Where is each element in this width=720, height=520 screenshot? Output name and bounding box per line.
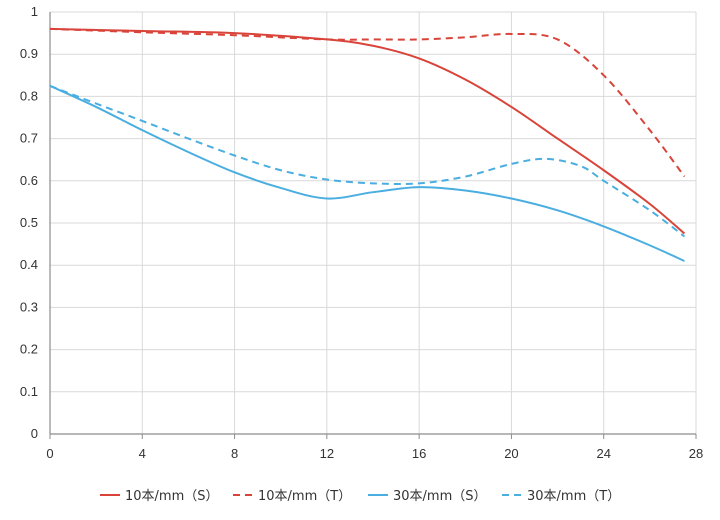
x-tick-label: 28 (689, 446, 703, 461)
series-30-s-line (49, 84, 685, 262)
series-lines (49, 27, 686, 262)
y-tick-label: 0 (31, 426, 38, 441)
y-tick-label: 1 (31, 4, 38, 19)
x-tick-label: 20 (504, 446, 518, 461)
legend: 10本/mm（S） 10本/mm（T） 30本/mm（S） 30本/mm（T） (100, 489, 620, 504)
y-tick-label: 0.6 (20, 173, 38, 188)
y-tick-label: 0.7 (20, 131, 38, 146)
series-30-t-line (49, 84, 686, 238)
series-10-t-line (49, 27, 686, 178)
series-10-s-line (49, 27, 686, 235)
y-tick-label: 0.8 (20, 88, 38, 103)
legend-item-30-t: 30本/mm（T） (502, 489, 620, 504)
legend-label: 10本/mm（T） (258, 489, 351, 504)
y-tick-label: 0.2 (20, 342, 38, 357)
y-tick-label: 0.5 (20, 215, 38, 230)
y-tick-label: 0.9 (20, 46, 38, 61)
x-tick-label: 0 (46, 446, 53, 461)
legend-item-10-s: 10本/mm（S） (100, 489, 219, 504)
x-tick-label: 4 (139, 446, 146, 461)
x-tick-label: 12 (320, 446, 334, 461)
x-tick-label: 16 (412, 446, 426, 461)
legend-item-10-t: 10本/mm（T） (233, 489, 351, 504)
x-tick-label: 8 (231, 446, 238, 461)
y-tick-label: 0.4 (20, 257, 38, 272)
x-tick-label: 24 (596, 446, 610, 461)
legend-label: 30本/mm（S） (393, 489, 487, 504)
grid (49, 11, 697, 435)
y-tick-label: 0.1 (20, 384, 38, 399)
legend-label: 30本/mm（T） (527, 489, 620, 504)
axes: 0 0.1 0.2 0.3 0.4 0.5 0.6 0.7 0.8 0.9 1 0 4 8 12 16 20 24… (20, 4, 703, 461)
legend-item-30-s: 30本/mm（S） (368, 489, 487, 504)
y-tick-label: 0.3 (20, 299, 38, 314)
legend-label: 10本/mm（S） (125, 489, 219, 504)
